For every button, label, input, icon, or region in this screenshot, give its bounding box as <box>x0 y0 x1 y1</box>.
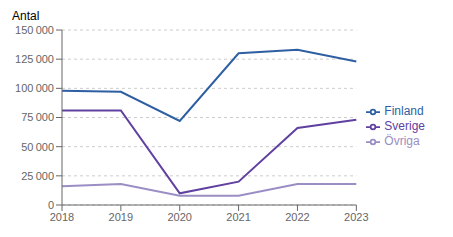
html-text:Sverige: Sverige <box>384 119 425 134</box>
svg-text:0: 0 <box>48 199 54 211</box>
svg-text:2023: 2023 <box>344 211 368 223</box>
svg-text:100 000: 100 000 <box>15 82 54 94</box>
html-text:Antal: Antal <box>12 9 40 23</box>
svg-text:150 000: 150 000 <box>15 24 54 36</box>
svg-text:125 000: 125 000 <box>15 53 54 65</box>
svg-text:2018: 2018 <box>50 211 74 223</box>
svg-text:2021: 2021 <box>226 211 250 223</box>
svg-text:2020: 2020 <box>167 211 191 223</box>
svg-text:50 000: 50 000 <box>21 141 54 153</box>
svg-text:2019: 2019 <box>109 211 133 223</box>
html-text:Finland: Finland <box>384 104 424 119</box>
svg-text:25 000: 25 000 <box>21 170 54 182</box>
svg-text:75 000: 75 000 <box>21 111 54 123</box>
html-text:Övriga: Övriga <box>384 133 420 148</box>
svg-text:2022: 2022 <box>285 211 309 223</box>
